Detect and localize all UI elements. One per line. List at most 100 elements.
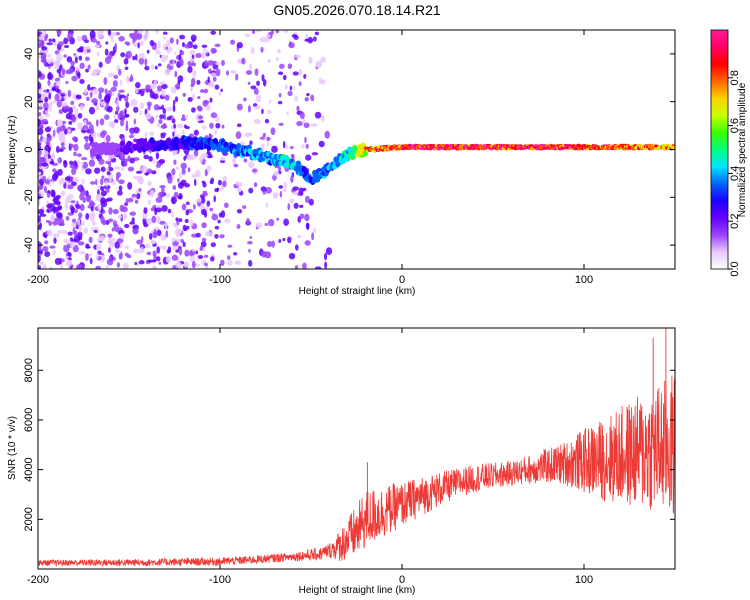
heatmap-noise-blob: [156, 216, 161, 224]
heatmap-noise-blob: [144, 243, 151, 249]
heatmap-noise-blob: [38, 162, 43, 167]
heatmap-noise-blob: [245, 70, 253, 75]
heatmap-noise-blob: [116, 99, 120, 107]
heatmap-noise-blob: [174, 70, 178, 78]
heatmap-noise-blob: [211, 213, 219, 221]
heatmap-noise-blob: [40, 193, 45, 198]
heatmap-noise-blob: [148, 233, 153, 240]
heatmap-noise-blob: [241, 57, 246, 65]
heatmap-noise-blob: [156, 246, 160, 254]
heatmap-noise-blob: [224, 202, 229, 209]
heatmap-noise-blob: [244, 132, 252, 138]
heatmap-noise-blob: [119, 233, 125, 240]
heatmap-noise-blob: [121, 206, 128, 213]
heatmap-noise-blob: [204, 262, 208, 267]
heatmap-noise-blob: [217, 219, 221, 224]
heatmap-noise-blob: [175, 231, 181, 238]
heatmap-noise-blob: [303, 73, 307, 79]
heatmap-noise-blob: [237, 182, 243, 187]
heatmap-noise-blob: [278, 166, 282, 172]
heatmap-noise-blob: [95, 105, 100, 111]
heatmap-ridge-blob: [113, 150, 119, 157]
heatmap-noise-blob: [106, 105, 113, 113]
heatmap-noise-blob: [69, 37, 75, 45]
heatmap-noise-blob: [156, 123, 160, 128]
heatmap-noise-blob: [253, 118, 261, 125]
heatmap-noise-blob: [298, 81, 302, 87]
heatmap-noise-blob: [44, 179, 51, 185]
heatmap-noise-blob: [299, 204, 304, 208]
heatmap-noise-blob: [193, 178, 197, 187]
heatmap-noise-blob: [90, 181, 96, 185]
heatmap-noise-blob: [85, 56, 90, 62]
heatmap-noise-blob: [123, 212, 128, 220]
heatmap-noise-blob: [38, 43, 42, 48]
heatmap-noise-blob: [214, 128, 218, 135]
heatmap-noise-blob: [173, 123, 177, 129]
heatmap-noise-blob: [48, 92, 52, 100]
heatmap-noise-blob: [173, 129, 177, 133]
heatmap-ridge-blob: [671, 146, 675, 150]
heatmap-noise-blob: [107, 53, 113, 59]
heatmap-noise-blob: [40, 58, 47, 63]
heatmap-noise-blob: [118, 179, 125, 185]
heatmap-noise-blob: [175, 248, 180, 253]
heatmap-noise-blob: [138, 57, 145, 65]
heatmap-noise-blob: [310, 123, 318, 128]
heatmap-noise-blob: [132, 228, 139, 235]
heatmap-noise-blob: [100, 166, 106, 172]
heatmap-noise-blob: [180, 179, 187, 187]
heatmap-noise-blob: [161, 104, 164, 110]
heatmap-noise-blob: [111, 122, 115, 129]
heatmap-noise-blob: [173, 159, 177, 165]
x-tick-label: 100: [575, 574, 593, 586]
heatmap-noise-blob: [143, 34, 148, 41]
heatmap-noise-blob: [44, 186, 48, 194]
heatmap-noise-blob: [218, 90, 222, 96]
heatmap-noise-blob: [67, 89, 72, 98]
heatmap-noise-blob: [113, 74, 119, 79]
heatmap-noise-blob: [292, 86, 296, 90]
heatmap-noise-blob: [95, 265, 102, 269]
heatmap-noise-blob: [163, 36, 166, 40]
heatmap-noise-blob: [172, 185, 177, 191]
heatmap-noise-blob: [63, 160, 68, 168]
heatmap-noise-blob: [79, 203, 85, 212]
heatmap-noise-blob: [132, 42, 139, 47]
heatmap-noise-blob: [124, 161, 128, 167]
heatmap-noise-blob: [60, 258, 65, 263]
heatmap-noise-blob: [90, 38, 98, 43]
heatmap-noise-blob: [289, 198, 294, 204]
heatmap-noise-blob: [192, 70, 197, 78]
heatmap-noise-blob: [171, 211, 174, 218]
heatmap-noise-blob: [178, 247, 183, 256]
heatmap-noise-blob: [60, 264, 64, 269]
heatmap-noise-blob: [38, 127, 44, 136]
heatmap-noise-blob: [151, 215, 157, 224]
heatmap-noise-blob: [75, 94, 82, 100]
heatmap-noise-blob: [248, 161, 255, 169]
heatmap-noise-blob: [89, 200, 95, 206]
heatmap-noise-blob: [118, 68, 122, 76]
heatmap-noise-blob: [85, 68, 89, 73]
heatmap-noise-blob: [250, 85, 257, 90]
heatmap-noise-blob: [146, 259, 153, 263]
heatmap-noise-blob: [156, 256, 161, 262]
heatmap-noise-blob: [48, 38, 52, 43]
heatmap-noise-blob: [38, 254, 41, 263]
heatmap-noise-blob: [189, 49, 196, 56]
heatmap-noise-blob: [119, 79, 123, 87]
heatmap-noise-blob: [254, 68, 259, 77]
x-tick-label: -100: [209, 574, 231, 586]
heatmap-noise-blob: [95, 119, 99, 127]
heatmap-noise-blob: [74, 56, 78, 64]
heatmap-noise-blob: [164, 68, 171, 76]
heatmap-noise-blob: [283, 30, 289, 34]
heatmap-noise-blob: [57, 157, 63, 164]
heatmap-noise-blob: [92, 69, 98, 76]
heatmap-noise-blob: [199, 89, 205, 93]
heatmap-noise-blob: [67, 252, 71, 257]
heatmap-noise-blob: [144, 131, 148, 139]
colorbar-scale: [710, 29, 729, 270]
heatmap-noise-blob: [247, 240, 253, 245]
